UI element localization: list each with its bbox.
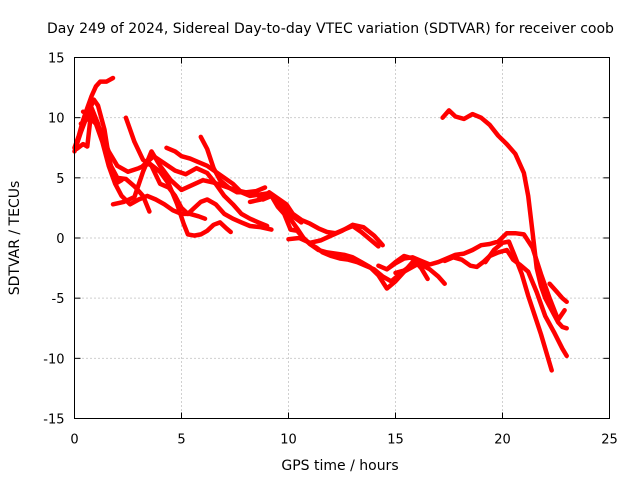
x-tick-label: 25 — [601, 433, 618, 448]
y-tick-label: -5 — [52, 292, 65, 307]
tick-labels: 0 5 10 15 20 25 -15 -10 -5 0 5 10 15 — [43, 52, 618, 448]
y-tick-label: 5 — [56, 172, 64, 187]
x-tick-label: 10 — [280, 433, 297, 448]
chart-title: Day 249 of 2024, Sidereal Day-to-day VTE… — [47, 21, 614, 37]
series-line-pass-20 — [547, 281, 569, 305]
x-tick-label: 20 — [494, 433, 511, 448]
y-tick-label: -10 — [43, 352, 64, 367]
y-axis-title: SDTVAR / TECUs — [7, 181, 23, 296]
series-line-pass-15 — [384, 253, 430, 282]
x-tick-label: 15 — [387, 433, 404, 448]
series-line-pass-16 — [393, 262, 447, 286]
y-tick-label: 15 — [48, 52, 65, 67]
grid — [74, 57, 610, 419]
series-line-pass-11 — [247, 190, 381, 249]
y-tick-label: 0 — [56, 232, 64, 247]
series-layer — [72, 75, 569, 373]
y-tick-label: -15 — [43, 413, 64, 428]
y-tick-label: 10 — [48, 112, 65, 127]
series-line-pass-19 — [440, 108, 569, 331]
ticks — [74, 57, 610, 419]
series-line-pass-18 — [483, 239, 554, 373]
series-line-pass-12 — [277, 203, 424, 291]
series-line-pass-8 — [140, 153, 270, 229]
series-line-pass-7 — [123, 115, 274, 232]
series-line-pass-17 — [442, 247, 569, 359]
x-tick-label: 0 — [70, 433, 78, 448]
x-tick-label: 5 — [177, 433, 185, 448]
series-line-pass-13 — [286, 222, 385, 248]
x-axis-title: GPS time / hours — [281, 458, 398, 474]
